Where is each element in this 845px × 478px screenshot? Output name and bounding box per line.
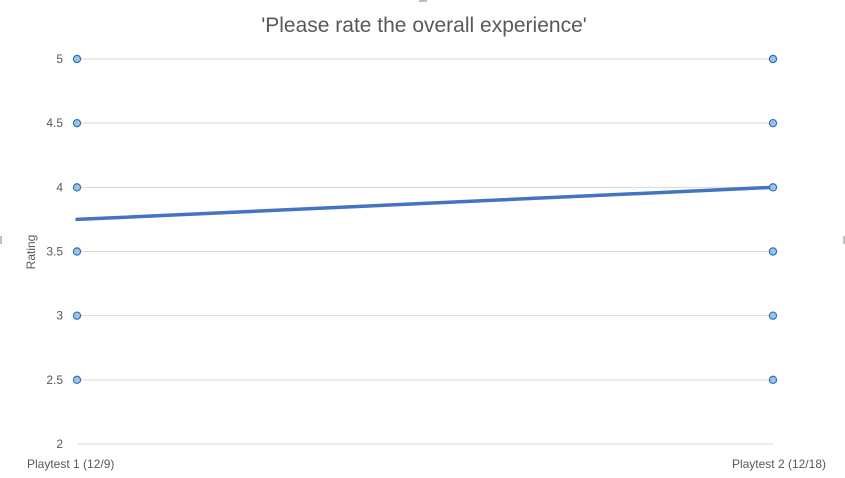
- y-tick-label: 3.5: [46, 245, 63, 259]
- resize-handle-right-icon[interactable]: [843, 236, 845, 244]
- data-markers: [72, 54, 778, 385]
- data-point-marker[interactable]: [72, 311, 82, 320]
- y-tick-label: 3: [56, 309, 63, 323]
- resize-handle-left-icon[interactable]: [0, 236, 2, 244]
- data-point-marker[interactable]: [768, 375, 778, 385]
- y-tick-label: 4.5: [46, 116, 63, 130]
- y-tick-label: 2.5: [46, 373, 63, 387]
- y-axis-title: Rating: [24, 235, 38, 270]
- gridlines: [77, 58, 773, 445]
- x-axis-ticks: Playtest 1 (12/9) Playtest 2 (12/18): [27, 457, 826, 471]
- y-tick-label: 5: [56, 52, 63, 66]
- y-axis-ticks: 2 2.5 3 3.5 4 4.5 5: [46, 52, 63, 451]
- y-tick-label: 2: [56, 437, 63, 451]
- data-point-marker[interactable]: [768, 118, 778, 128]
- data-point-marker[interactable]: [768, 311, 778, 320]
- data-point-marker[interactable]: [768, 247, 778, 256]
- data-point-marker[interactable]: [72, 183, 82, 192]
- x-tick-label: Playtest 1 (12/9): [27, 457, 114, 471]
- resize-handle-top-icon[interactable]: [419, 0, 427, 2]
- chart-title: 'Please rate the overall experience': [261, 14, 587, 37]
- data-point-marker[interactable]: [72, 118, 82, 128]
- data-point-marker[interactable]: [768, 54, 778, 64]
- series-lines: [75, 185, 775, 222]
- data-point-marker[interactable]: [72, 247, 82, 256]
- data-point-marker[interactable]: [768, 183, 778, 192]
- data-point-marker[interactable]: [72, 54, 82, 64]
- data-point-marker[interactable]: [72, 375, 82, 385]
- x-tick-label: Playtest 2 (12/18): [732, 457, 826, 471]
- y-tick-label: 4: [56, 180, 63, 194]
- series-line[interactable]: [75, 185, 775, 222]
